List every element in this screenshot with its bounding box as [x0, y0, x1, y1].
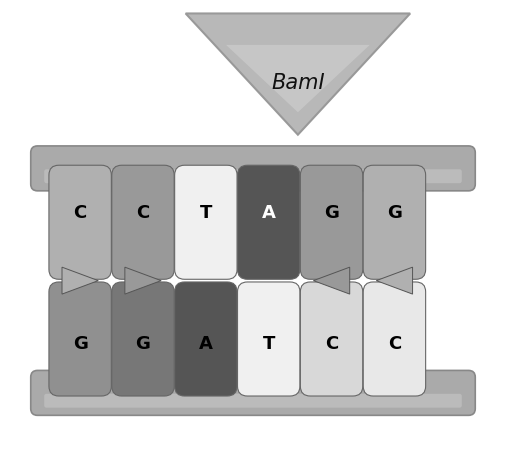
- Polygon shape: [62, 267, 98, 294]
- FancyBboxPatch shape: [31, 370, 474, 415]
- FancyBboxPatch shape: [237, 282, 299, 396]
- Text: G: G: [324, 204, 338, 222]
- FancyBboxPatch shape: [112, 282, 174, 396]
- FancyBboxPatch shape: [300, 165, 362, 279]
- Text: G: G: [386, 204, 401, 222]
- Text: T: T: [262, 335, 274, 353]
- Polygon shape: [376, 267, 412, 294]
- Polygon shape: [313, 267, 349, 294]
- FancyBboxPatch shape: [174, 165, 236, 279]
- FancyBboxPatch shape: [174, 282, 236, 396]
- Text: G: G: [135, 335, 150, 353]
- Polygon shape: [125, 267, 161, 294]
- Text: A: A: [198, 335, 213, 353]
- Text: G: G: [73, 335, 87, 353]
- FancyBboxPatch shape: [300, 282, 362, 396]
- Polygon shape: [185, 13, 410, 135]
- FancyBboxPatch shape: [31, 146, 474, 191]
- FancyBboxPatch shape: [49, 165, 111, 279]
- Text: T: T: [199, 204, 212, 222]
- Text: C: C: [136, 204, 149, 222]
- Polygon shape: [226, 45, 369, 112]
- FancyBboxPatch shape: [44, 394, 461, 408]
- FancyBboxPatch shape: [237, 165, 299, 279]
- FancyBboxPatch shape: [44, 169, 461, 183]
- Text: C: C: [73, 204, 86, 222]
- Text: C: C: [387, 335, 400, 353]
- Text: A: A: [261, 204, 275, 222]
- Text: C: C: [324, 335, 337, 353]
- FancyBboxPatch shape: [49, 282, 111, 396]
- FancyBboxPatch shape: [363, 282, 425, 396]
- Text: BamI: BamI: [271, 73, 324, 93]
- FancyBboxPatch shape: [363, 165, 425, 279]
- FancyBboxPatch shape: [112, 165, 174, 279]
